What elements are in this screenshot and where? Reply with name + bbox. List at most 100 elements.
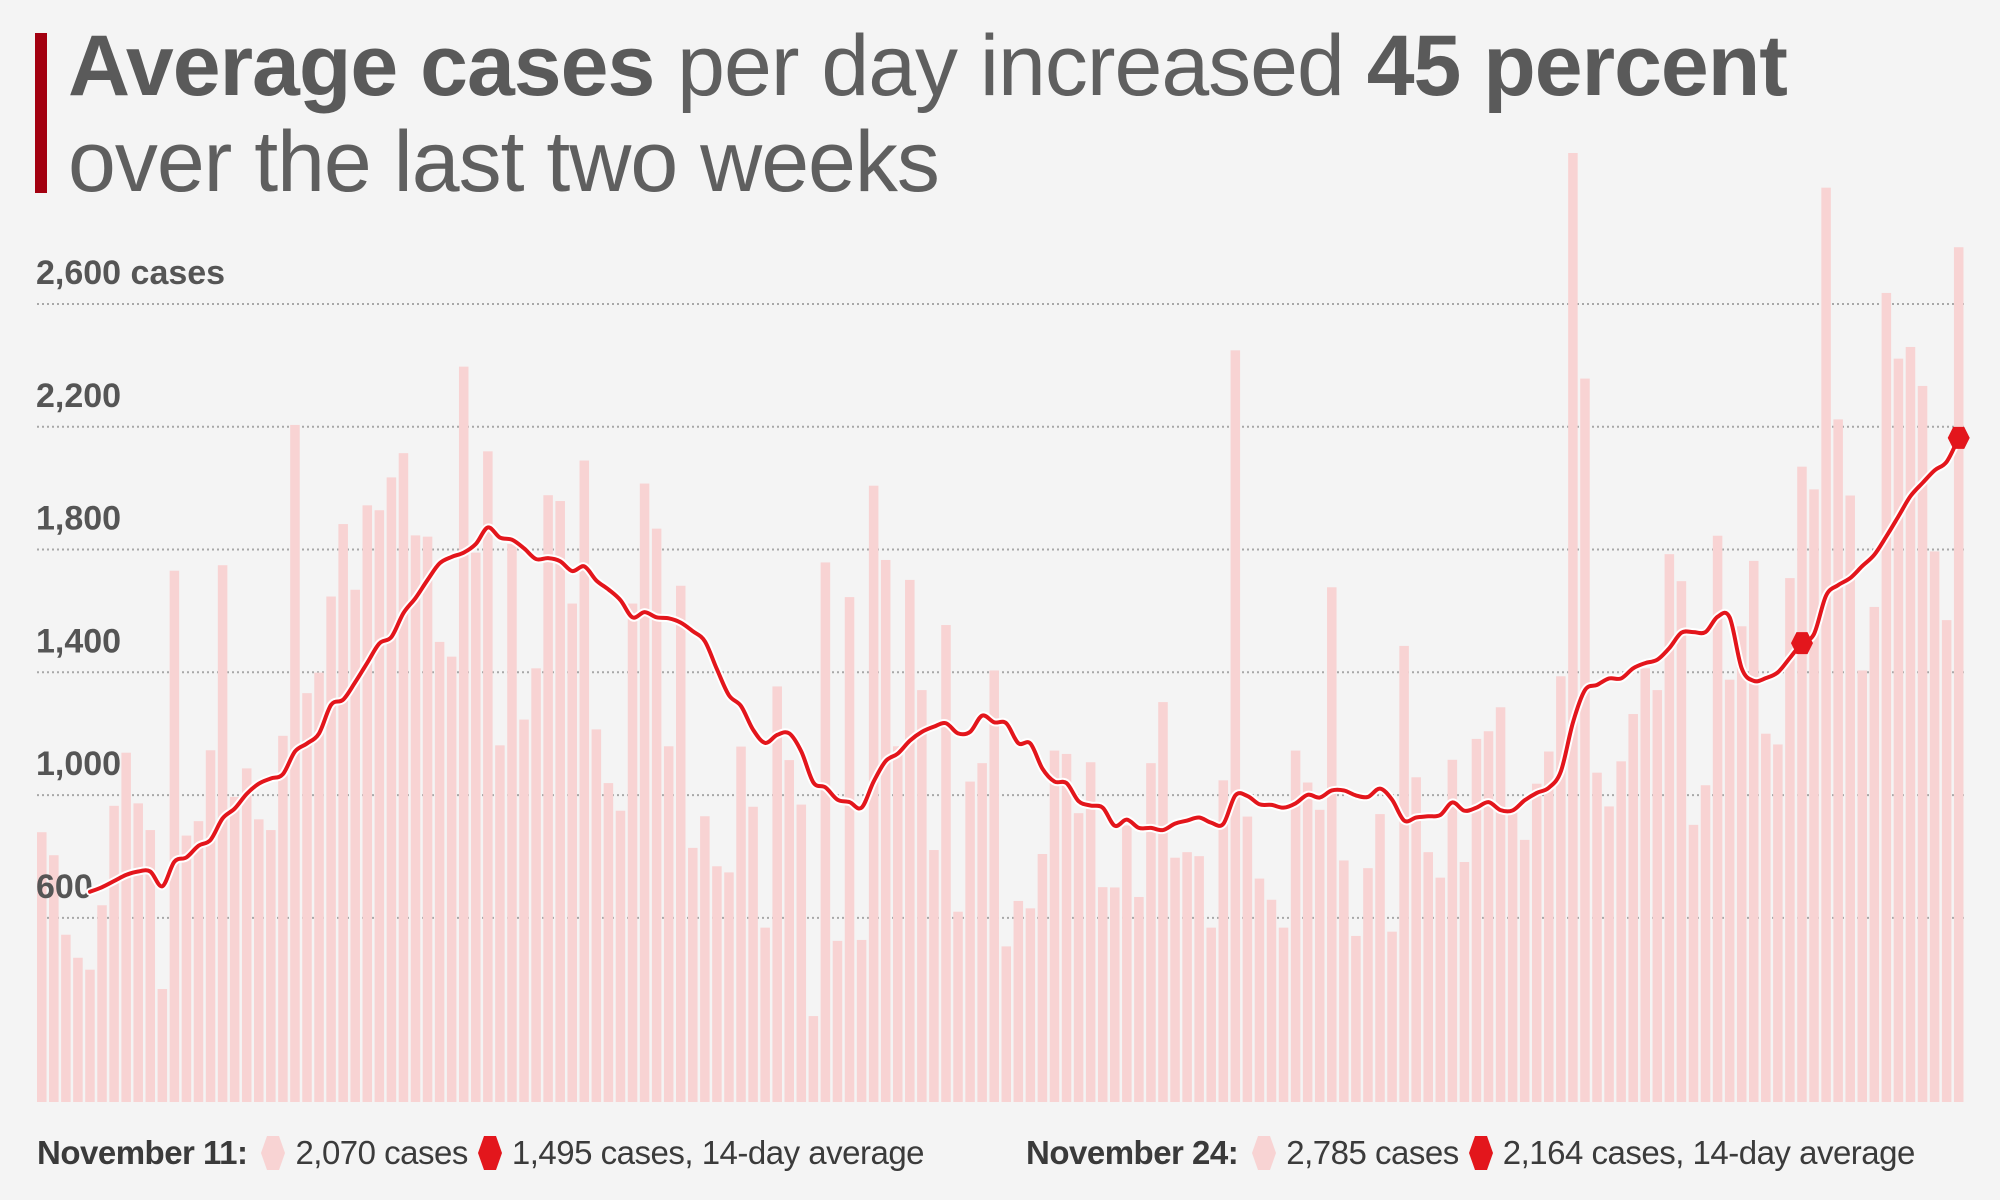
title-line-1: Average cases per day increased 45 perce… bbox=[68, 18, 1788, 114]
daily-case-bar bbox=[543, 495, 553, 1102]
daily-case-bar bbox=[712, 866, 722, 1102]
daily-case-bar bbox=[675, 585, 686, 1102]
daily-case-bar bbox=[458, 366, 469, 1102]
daily-case-bar bbox=[1097, 887, 1108, 1102]
daily-case-bar bbox=[121, 752, 131, 1102]
chart-title: Average cases per day increased 45 perce… bbox=[68, 18, 1788, 210]
daily-case-bar bbox=[1821, 187, 1831, 1102]
legend-average-value: 1,495 cases, 14-day average bbox=[511, 1134, 925, 1171]
daily-case-bar bbox=[796, 804, 807, 1102]
daily-case-bar bbox=[820, 562, 831, 1102]
daily-case-bar bbox=[579, 460, 590, 1102]
daily-case-bar bbox=[688, 847, 698, 1102]
average-line-group bbox=[85, 433, 1963, 896]
average-marker-hexagon bbox=[1947, 426, 1970, 449]
daily-case-bar bbox=[1037, 854, 1048, 1102]
daily-case-bar bbox=[1435, 877, 1446, 1102]
legend-average-value: 2,164 cases, 14-day average bbox=[1502, 1134, 1916, 1171]
daily-case-bar bbox=[1013, 900, 1024, 1102]
daily-case-bar bbox=[1616, 761, 1626, 1102]
daily-case-bar bbox=[639, 483, 650, 1102]
daily-case-bar bbox=[832, 940, 843, 1102]
daily-case-bar bbox=[254, 819, 264, 1102]
daily-case-bar bbox=[880, 559, 891, 1102]
daily-case-bar bbox=[555, 501, 565, 1102]
daily-case-bar bbox=[483, 451, 493, 1102]
daily-case-bar bbox=[507, 544, 517, 1102]
daily-case-bar bbox=[700, 816, 710, 1102]
daily-case-bar bbox=[965, 781, 975, 1102]
daily-case-bar bbox=[350, 589, 360, 1102]
daily-case-bar bbox=[157, 989, 168, 1102]
daily-case-bar bbox=[1411, 777, 1421, 1102]
daily-case-bar bbox=[1604, 806, 1614, 1102]
daily-case-bar bbox=[1797, 466, 1807, 1103]
daily-cases-hexagon-icon bbox=[1252, 1136, 1277, 1170]
daily-case-bar bbox=[772, 686, 782, 1102]
y-tick-label: 1,800 bbox=[36, 500, 121, 538]
average-hexagon-icon bbox=[1468, 1136, 1493, 1170]
daily-case-bar bbox=[1676, 581, 1687, 1102]
daily-case-bar bbox=[1471, 738, 1482, 1102]
daily-case-bar bbox=[1736, 626, 1747, 1102]
daily-case-bar bbox=[736, 746, 746, 1102]
daily-case-bar bbox=[1194, 856, 1204, 1102]
daily-case-bar bbox=[1170, 857, 1180, 1102]
daily-case-bar bbox=[398, 453, 409, 1102]
daily-case-bar bbox=[1459, 861, 1470, 1102]
daily-case-bar bbox=[1724, 679, 1735, 1102]
daily-case-bar bbox=[1351, 935, 1361, 1102]
daily-case-bar bbox=[386, 477, 397, 1103]
daily-case-bar bbox=[844, 597, 855, 1102]
daily-case-bar bbox=[1158, 702, 1168, 1102]
daily-case-bar bbox=[1073, 813, 1084, 1102]
y-axis-labels: 600 1,000 1,400 1,800 2,200 2,600 cases bbox=[36, 254, 225, 906]
daily-case-bar bbox=[1953, 247, 1964, 1102]
daily-case-bar bbox=[434, 641, 445, 1102]
title-bold-subject: Average cases bbox=[68, 18, 655, 114]
daily-case-bar bbox=[1061, 753, 1072, 1102]
daily-case-bar bbox=[1242, 816, 1253, 1102]
daily-case-bar bbox=[1447, 759, 1458, 1102]
daily-case-bar bbox=[603, 783, 614, 1102]
daily-case-bar bbox=[109, 805, 119, 1102]
daily-case-bar bbox=[663, 746, 674, 1102]
legend-daily-value: 2,070 cases bbox=[295, 1134, 468, 1171]
daily-case-bar bbox=[471, 552, 481, 1102]
daily-case-bar bbox=[1483, 731, 1494, 1102]
average-line bbox=[87, 435, 1961, 894]
daily-case-bar bbox=[615, 810, 626, 1102]
daily-cases-hexagon-icon bbox=[261, 1136, 286, 1170]
y-tick-label: 1,000 bbox=[36, 745, 121, 783]
daily-case-bar bbox=[290, 424, 300, 1102]
daily-case-bar bbox=[1857, 670, 1868, 1102]
daily-case-bar bbox=[1254, 878, 1265, 1102]
daily-case-bar bbox=[217, 565, 228, 1102]
daily-case-bar bbox=[169, 570, 180, 1102]
daily-case-bar bbox=[1628, 714, 1638, 1102]
daily-case-bar bbox=[1314, 809, 1325, 1102]
daily-case-bar bbox=[278, 735, 288, 1102]
legend-november-11: November 11: 2,070 cases 1,495 cases, 14… bbox=[37, 1128, 934, 1178]
daily-case-bar bbox=[1327, 587, 1337, 1102]
daily-case-bar bbox=[1531, 783, 1542, 1102]
daily-case-bar bbox=[651, 528, 662, 1102]
daily-case-bar bbox=[748, 806, 758, 1102]
daily-case-bar bbox=[85, 969, 95, 1102]
daily-case-bar bbox=[1664, 554, 1675, 1102]
average-hexagon-icon bbox=[477, 1136, 502, 1170]
daily-case-bar bbox=[495, 745, 505, 1102]
daily-case-bar bbox=[97, 905, 107, 1102]
daily-case-bar bbox=[49, 855, 59, 1102]
daily-case-bar bbox=[266, 830, 276, 1102]
average-marker-hexagon bbox=[1790, 632, 1813, 655]
daily-case-bar bbox=[362, 505, 373, 1102]
daily-case-bar bbox=[724, 872, 734, 1102]
y-tick-label: 1,400 bbox=[36, 622, 121, 660]
daily-case-bar bbox=[1688, 824, 1699, 1102]
daily-case-bar bbox=[1700, 785, 1711, 1102]
daily-case-bar bbox=[326, 596, 336, 1102]
daily-case-bar bbox=[1556, 676, 1566, 1102]
daily-case-bar bbox=[1049, 750, 1060, 1102]
daily-case-bar bbox=[302, 693, 312, 1102]
